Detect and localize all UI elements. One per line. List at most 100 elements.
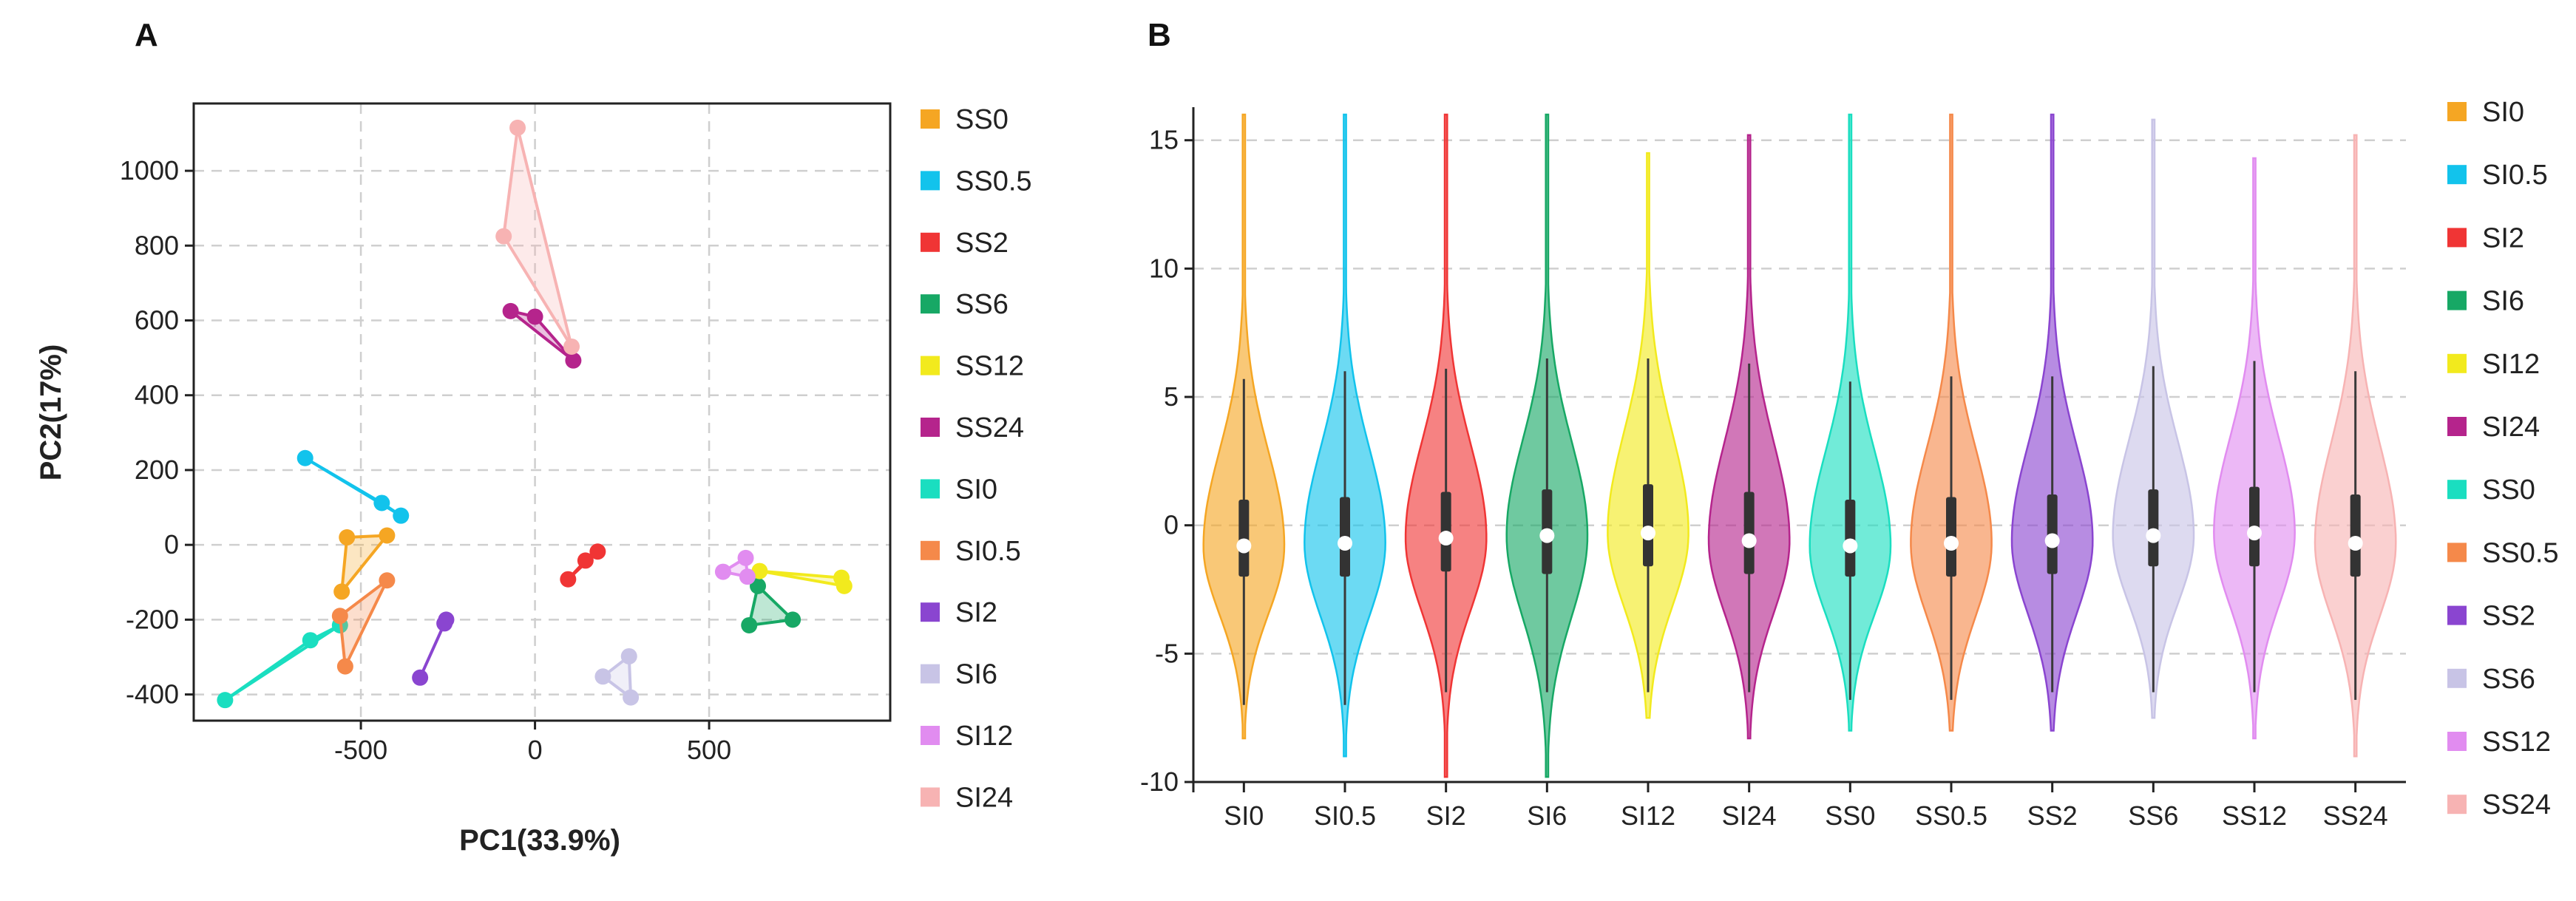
legend-swatch [921, 602, 940, 622]
violin-si0-5 [1304, 113, 1386, 758]
panel-a-y-tick-label: 1000 [120, 155, 179, 186]
cluster-ss6 [741, 577, 801, 633]
panel-a-grid [194, 103, 890, 721]
legend-item-si24: SI24 [921, 782, 1013, 813]
point-ss2 [589, 543, 606, 560]
violin-median-dot [2044, 533, 2060, 548]
legend-swatch [2447, 353, 2467, 373]
panel-b-x-tick-label: SS12 [2222, 800, 2287, 831]
panel-b-x-tick-label: SI0 [1224, 800, 1264, 831]
point-ss0 [339, 529, 356, 546]
cluster-si2 [412, 611, 455, 686]
point-ss24 [502, 302, 519, 319]
panel-b-y-tick-label: -10 [1140, 766, 1179, 797]
legend-label: SS6 [2482, 664, 2535, 695]
panel-a-y-tick-label: 600 [135, 305, 179, 336]
panel-b-x-tick-label: SI24 [1722, 800, 1777, 831]
legend-swatch [921, 294, 940, 314]
legend-item-ss0: SS0 [921, 104, 1009, 135]
legend-item-si6: SI6 [2447, 286, 2524, 317]
violin-median-dot [1843, 538, 1858, 554]
cluster-hull-ss24 [509, 309, 575, 362]
legend-label: SI2 [2482, 222, 2524, 254]
legend-item-si2: SI2 [2447, 222, 2524, 254]
legend-label: SS24 [2482, 789, 2551, 820]
violin-median-dot [2146, 528, 2161, 543]
panel-b-x-tick-label: SS6 [2128, 800, 2178, 831]
legend-item-si24: SI24 [2447, 412, 2540, 443]
panel-b-letter: B [1148, 17, 1171, 53]
point-si0-5 [379, 572, 396, 589]
violin-iqr-box [1238, 499, 1250, 577]
point-si2 [412, 669, 429, 686]
point-ss12 [751, 562, 768, 579]
legend-swatch [921, 726, 940, 745]
panel-a-x-tick-label: -500 [334, 735, 387, 765]
violin-si2 [1404, 113, 1488, 778]
panel-b-axes: -10 -5 0 5 10 15 SI0 SI0.5 SI2 SI6 SI12 SI24 SS0 SS0.… [1140, 107, 2406, 831]
cluster-si12 [714, 549, 756, 585]
cluster-hull-si0-5 [338, 579, 389, 668]
panel-a-y-tick-label: 200 [135, 455, 179, 485]
point-si0-5 [336, 658, 353, 675]
panel-b-x-tick-label: SI2 [1426, 800, 1466, 831]
point-ss12 [835, 577, 853, 594]
panel-a-axes: -500 0 500 -400 -200 0 200 400 600 800 1000 [120, 155, 731, 765]
legend-label: SI0.5 [955, 536, 1021, 567]
panel-b-legend: SI0 SI0.5 SI2 SI6 SI12 SI24 SS0 SS0.5 SS2 SS6 SS12… [2447, 97, 2559, 820]
legend-swatch [2447, 732, 2467, 751]
legend-swatch [2447, 228, 2467, 248]
point-si0 [217, 692, 234, 709]
cluster-si6 [594, 647, 640, 706]
legend-swatch [921, 664, 940, 684]
panel-a-x-axis-title: PC1(33.9%) [459, 824, 620, 857]
point-si24 [509, 119, 526, 136]
legend-item-ss12: SS12 [921, 351, 1024, 382]
violin-ss6 [2112, 118, 2195, 719]
legend-swatch [2447, 668, 2467, 688]
legend-label: SS2 [955, 228, 1009, 259]
violin-median-dot [1641, 526, 1655, 541]
legend-item-ss2: SS2 [921, 228, 1009, 259]
point-ss6 [784, 611, 801, 628]
panel-b-y-tick-label: 0 [1164, 510, 1179, 540]
cluster-hull-ss0 [340, 534, 389, 594]
violin-si6 [1505, 113, 1589, 778]
point-si24 [495, 228, 512, 245]
point-ss6 [741, 616, 758, 633]
violin-ss24 [2314, 134, 2397, 758]
cluster-ss2 [560, 543, 606, 588]
legend-label: SI6 [2482, 286, 2524, 317]
point-ss6 [750, 577, 767, 594]
point-si6 [594, 668, 611, 685]
point-si12 [737, 549, 754, 566]
violin-median-dot [1338, 536, 1352, 551]
legend-label: SI12 [955, 721, 1013, 752]
legend-item-ss0: SS0 [2447, 475, 2535, 506]
panel-b-x-tick-label: SS0 [1825, 800, 1875, 831]
panel-b-x-tick-label: SS24 [2323, 800, 2388, 831]
legend-item-si0: SI0 [2447, 97, 2524, 128]
violin-si24 [1707, 134, 1791, 740]
panel-a-plot-frame [192, 102, 892, 722]
panel-b-x-tick-label: SS2 [2027, 800, 2078, 831]
legend-item-si0-5: SI0.5 [2447, 160, 2548, 191]
legend-label: SI6 [955, 659, 997, 690]
violin-median-dot [1539, 528, 1555, 543]
legend-item-si2: SI2 [921, 597, 997, 628]
cluster-si24 [495, 119, 580, 355]
violin-median-dot [1438, 531, 1454, 546]
panel-b-x-tick-label: SI0.5 [1314, 800, 1376, 831]
point-ss2 [560, 571, 577, 588]
legend-swatch [921, 540, 940, 560]
legend-label: SS6 [955, 289, 1009, 320]
violin-median-dot [2348, 536, 2363, 551]
panel-a: A -500 0 500 -400 -200 0 200 400 600 800 1000 PC1(… [35, 17, 1032, 857]
violin-iqr-box [2148, 489, 2159, 567]
violin-ss12 [2213, 157, 2296, 740]
violin-ss0 [1809, 113, 1892, 732]
cluster-ss0-5 [296, 449, 410, 524]
legend-item-ss6: SS6 [921, 289, 1009, 320]
point-si12 [714, 563, 731, 580]
